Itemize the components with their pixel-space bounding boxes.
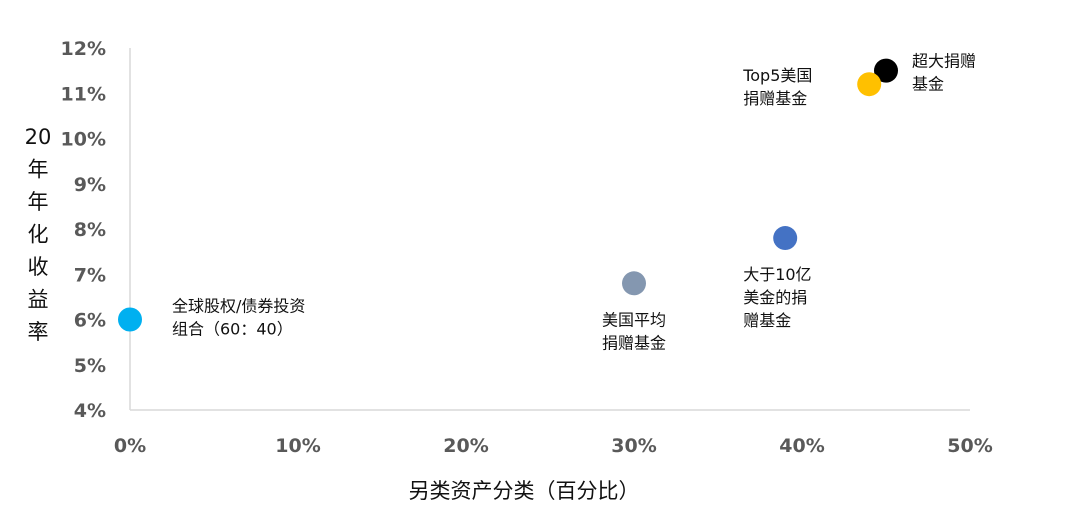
point-label: 赠基金 xyxy=(743,311,791,330)
x-tick-label: 40% xyxy=(779,435,824,457)
point-label: 捐赠基金 xyxy=(743,89,807,108)
x-tick-label: 10% xyxy=(275,435,320,457)
tick-labels-layer: 4% 5% 6% 7% 8% 9% 10% 11% 12% 0% 10% 20% 30% 40% 50% xyxy=(61,38,993,457)
point-label: 基金 xyxy=(912,75,944,94)
data-point xyxy=(857,72,882,97)
data-point xyxy=(874,58,898,83)
y-tick-label: 9% xyxy=(74,174,106,196)
data-point xyxy=(773,226,798,251)
x-tick-label: 30% xyxy=(611,435,656,457)
y-tick-label: 6% xyxy=(74,310,106,332)
x-tick-label: 0% xyxy=(114,435,146,457)
point-label: 美金的捐 xyxy=(743,288,807,307)
point-label: 超大捐赠 xyxy=(912,52,976,71)
y-axis-title: 益 xyxy=(28,288,49,312)
y-tick-label: 7% xyxy=(74,264,106,286)
y-axis-title: 年 xyxy=(28,158,49,182)
point-label: 全球股权/债券投资 xyxy=(172,297,305,316)
x-tick-label: 50% xyxy=(947,435,992,457)
y-tick-label: 8% xyxy=(74,219,106,241)
y-axis-title: 20 xyxy=(25,125,52,149)
y-tick-label: 12% xyxy=(61,38,106,60)
data-point xyxy=(118,307,142,332)
y-axis-title: 化 xyxy=(28,223,49,247)
point-label: 美国平均 xyxy=(602,310,666,329)
point-label: 捐赠基金 xyxy=(602,333,666,352)
x-axis-title: 另类资产分类（百分比） xyxy=(409,479,640,503)
point-label: 组合（60：40） xyxy=(172,320,293,339)
x-tick-label: 20% xyxy=(443,435,488,457)
y-tick-label: 11% xyxy=(61,83,106,105)
data-point xyxy=(622,271,646,296)
y-axis-title: 年 xyxy=(28,190,49,214)
point-label: 大于10亿 xyxy=(743,265,811,284)
data-points-layer xyxy=(118,58,898,332)
axes-layer xyxy=(129,48,970,411)
y-tick-label: 5% xyxy=(74,355,106,377)
y-tick-label: 4% xyxy=(74,400,106,422)
y-axis-title: 收 xyxy=(28,255,49,279)
y-tick-label: 10% xyxy=(61,129,106,151)
point-label: Top5美国 xyxy=(742,66,812,85)
y-axis-title: 率 xyxy=(28,320,49,344)
